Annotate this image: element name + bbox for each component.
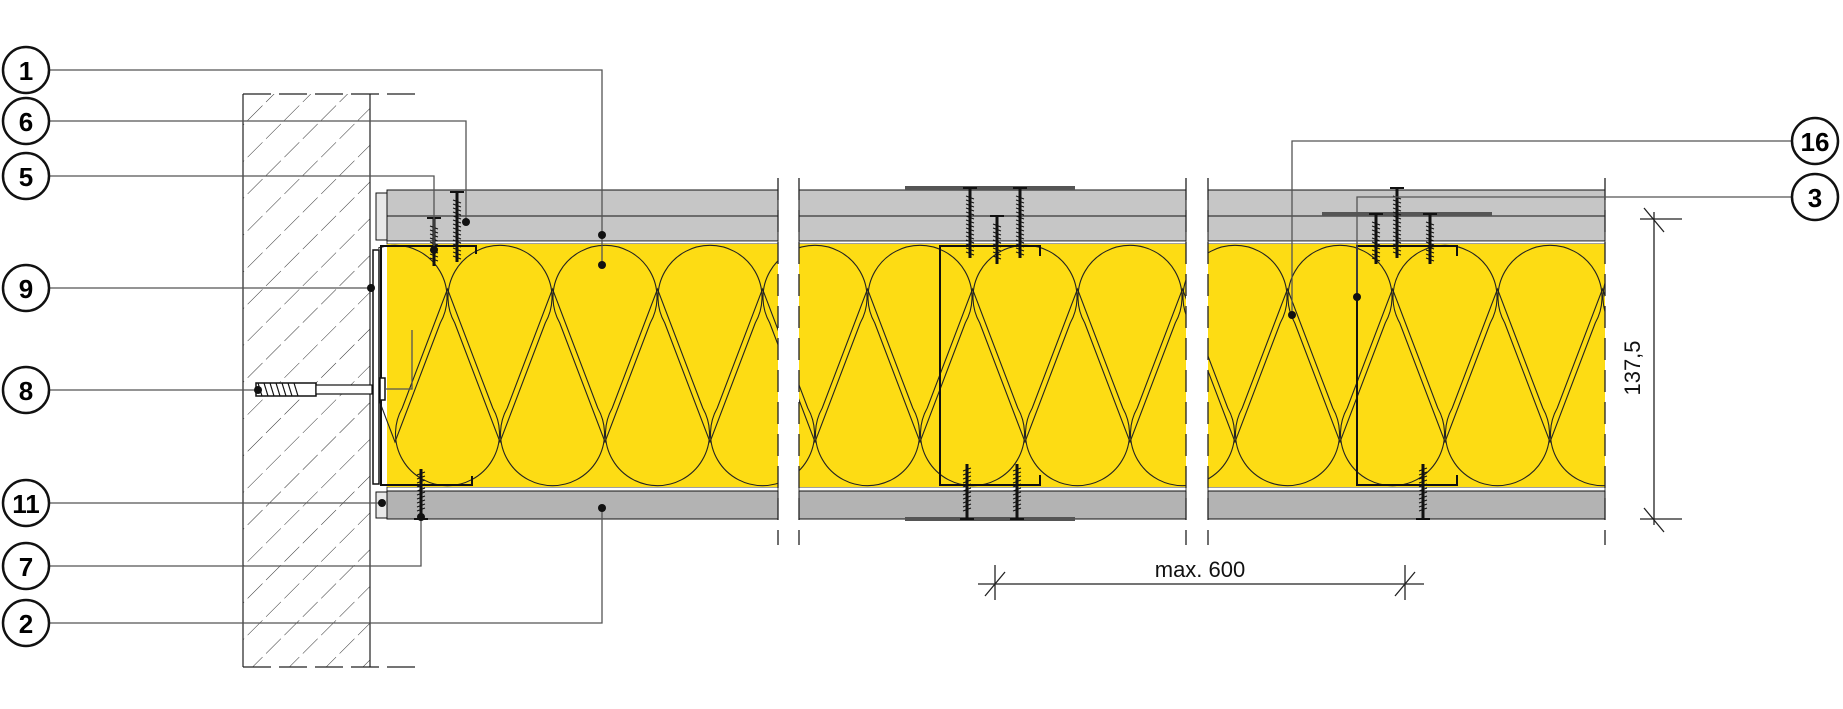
svg-text:3: 3	[1808, 183, 1822, 213]
vapour-layer	[386, 240, 779, 245]
wool-loop-top	[447, 244, 553, 444]
wool-loop-bottom	[605, 287, 710, 487]
wool-loop-bottom	[1445, 287, 1550, 487]
break-lines	[777, 178, 1606, 545]
steel-profiles	[380, 245, 1458, 486]
leader-lines	[50, 69, 1791, 624]
label-7: 7	[1, 541, 51, 591]
wool-loop-top	[1497, 244, 1603, 444]
vapour-layer	[798, 240, 1187, 245]
label-11: 11	[1, 478, 51, 528]
board-outer-top	[798, 189, 1187, 217]
drywall-screw	[963, 187, 977, 258]
drywall-screw	[1416, 464, 1430, 520]
plasterboard-layers	[386, 186, 1606, 521]
svg-text:11: 11	[12, 489, 40, 519]
wool-loop-top	[552, 244, 658, 444]
board-bottom	[386, 490, 779, 520]
label-2: 2	[1, 598, 51, 648]
svg-text:8: 8	[19, 376, 33, 406]
wool-loop-top	[1077, 244, 1183, 444]
wall-track-profile	[380, 245, 477, 486]
c-stud-profile	[939, 245, 1041, 486]
drywall-screw	[990, 215, 1004, 264]
vapour-layer	[1207, 240, 1606, 245]
board-inner-top	[1207, 215, 1606, 242]
svg-text:7: 7	[19, 552, 33, 582]
item-labels-right: 16 3	[1790, 116, 1840, 222]
insulation-fill	[1208, 244, 1605, 487]
label-16: 16	[1790, 116, 1840, 166]
wool-loop-top	[762, 244, 868, 444]
drywall-screw	[414, 469, 428, 520]
fixing-plate	[1322, 212, 1492, 216]
drywall-screw	[1010, 464, 1024, 520]
stud-spacing-dimension: max. 600	[978, 557, 1424, 600]
wool-loop-bottom	[710, 287, 815, 487]
wool-loop-bottom	[1550, 287, 1605, 487]
label-1: 1	[1, 45, 51, 95]
insulation-fill	[799, 244, 1186, 487]
label-3: 3	[1790, 172, 1840, 222]
drywall-screw	[1369, 213, 1383, 264]
board-outer-top	[386, 189, 779, 217]
label-5: 5	[1, 151, 51, 201]
drywall-screw	[1423, 213, 1437, 264]
wool-loop-top	[657, 244, 763, 444]
wool-loop-bottom	[1025, 287, 1130, 487]
label-9: 9	[1, 263, 51, 313]
drywall-screw	[960, 464, 974, 520]
fixing-plate	[905, 517, 1075, 521]
board-inner-top	[798, 215, 1187, 242]
label-8: 8	[1, 365, 51, 415]
separation-layer	[1207, 486, 1606, 492]
svg-text:6: 6	[19, 107, 33, 137]
drywall-screw	[1013, 187, 1027, 258]
board-outer-top	[1207, 189, 1606, 217]
wool-loop-top	[1602, 244, 1605, 444]
svg-text:max. 600: max. 600	[1155, 557, 1246, 582]
svg-text:1: 1	[19, 56, 33, 86]
wool-loop-bottom	[1656, 289, 1760, 486]
wool-loop-bottom	[500, 287, 605, 487]
mineral-wool-insulation	[387, 244, 1605, 487]
wool-loop-bottom	[815, 287, 920, 487]
label-6: 6	[1, 96, 51, 146]
thickness-dimension: 137,5	[1620, 207, 1682, 533]
insulation-fill	[387, 244, 778, 487]
svg-text:9: 9	[19, 274, 33, 304]
board-bottom	[1207, 490, 1606, 520]
separation-layer	[798, 486, 1187, 492]
drywall-screw	[450, 191, 464, 262]
svg-text:16: 16	[1801, 127, 1830, 157]
separation-layer	[386, 486, 779, 492]
svg-text:137,5: 137,5	[1620, 340, 1645, 395]
item-labels-left: 1 6 5 9 8 11 7 2	[1, 45, 51, 648]
wall-anchor	[255, 377, 386, 401]
insulation-pattern	[378, 244, 1760, 487]
wool-loop-top	[867, 244, 973, 444]
wool-loop-top	[1182, 244, 1288, 444]
masonry-wall	[242, 93, 420, 668]
wool-loop-top	[1287, 244, 1393, 444]
svg-text:2: 2	[19, 609, 33, 639]
board-bottom	[798, 490, 1187, 520]
c-stud-profile	[1356, 245, 1458, 486]
board-inner-top	[386, 215, 779, 242]
wool-loop-bottom	[1235, 287, 1340, 487]
svg-text:5: 5	[19, 162, 33, 192]
fixing-plate	[905, 186, 1075, 190]
